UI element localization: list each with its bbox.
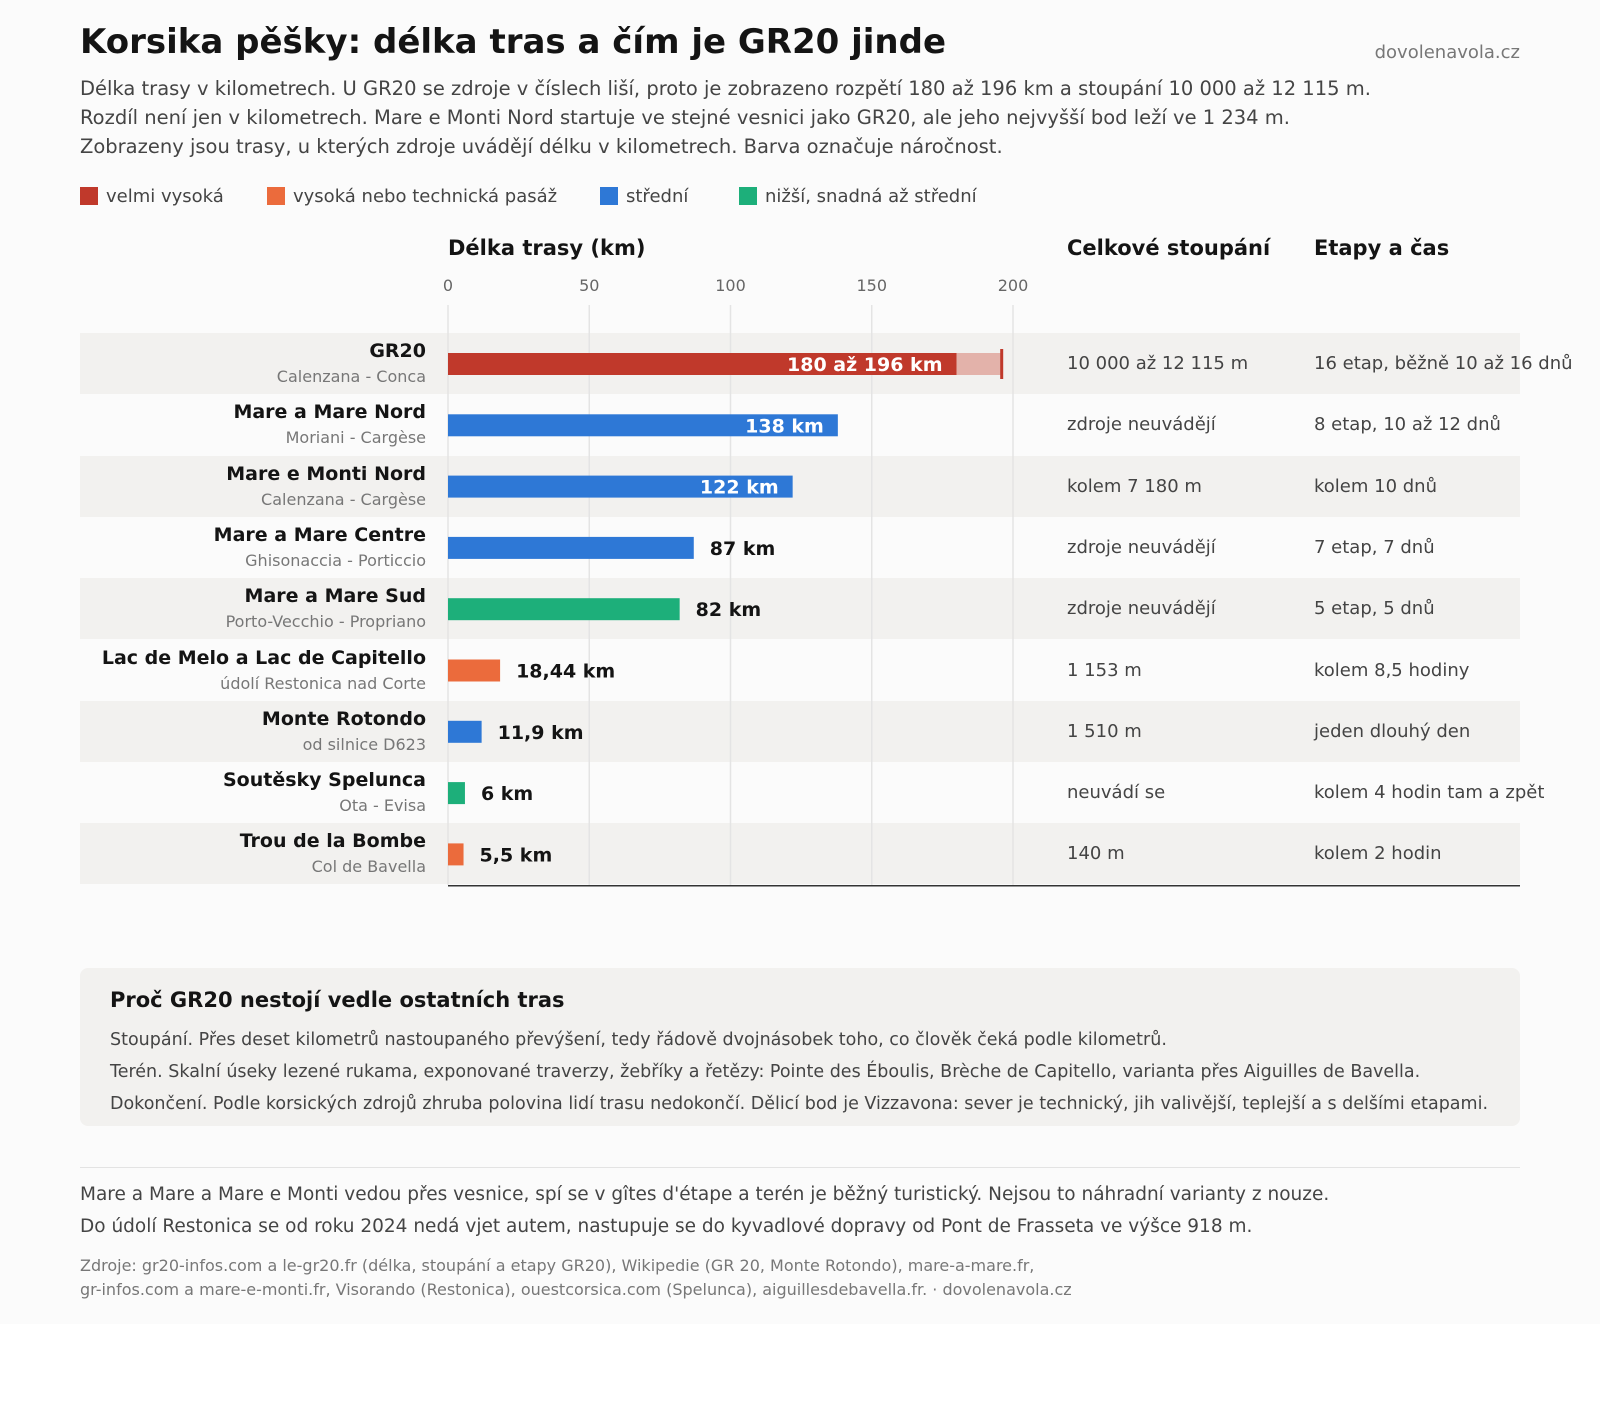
bar xyxy=(448,598,680,621)
bar xyxy=(448,414,838,437)
x-tick-label: 50 xyxy=(579,276,600,295)
row-route: Col de Bavella xyxy=(311,857,426,877)
bar-value-label: 87 km xyxy=(710,538,776,560)
table-row xyxy=(80,578,1520,640)
row-route: Moriani - Cargèse xyxy=(285,428,426,448)
bar-value-label: 138 km xyxy=(745,415,824,437)
legend-swatch xyxy=(600,187,618,205)
row-name: Soutěsky Spelunca xyxy=(223,769,426,792)
table-row xyxy=(80,823,1520,885)
legend-swatch xyxy=(80,187,98,205)
row-name: Trou de la Bombe xyxy=(239,830,426,853)
info-box-line-2: Terén. Skalní úseky lezené rukama, expon… xyxy=(110,1062,1421,1082)
row-climb: zdroje neuvádějí xyxy=(1067,598,1216,620)
site-name: dovolenavola.cz xyxy=(1374,42,1520,63)
bar-chart: 180 až 196 km 138 km 122 km 87 km 82 km 18,44… xyxy=(447,305,1520,887)
divider xyxy=(80,1167,1520,1168)
row-route: od silnice D623 xyxy=(302,734,426,754)
row-climb: 1 153 m xyxy=(1067,659,1142,681)
bar-value-label: 18,44 km xyxy=(516,661,615,683)
bar xyxy=(448,782,465,805)
bar-value-label: 6 km xyxy=(481,783,533,805)
bar-value-label: 11,9 km xyxy=(498,722,584,744)
legend-swatch xyxy=(267,187,285,205)
row-stages: kolem 8,5 hodiny xyxy=(1314,659,1470,681)
sources-line-1: Zdroje: gr20-infos.com a le-gr20.fr (dél… xyxy=(80,1256,1035,1275)
column-header-climb: Celkové stoupání xyxy=(1067,236,1271,260)
row-route: Ghisonaccia - Porticcio xyxy=(245,550,426,570)
row-stages: 7 etap, 7 dnů xyxy=(1314,536,1435,558)
row-stages: 16 etap, běžně 10 až 16 dnů xyxy=(1314,353,1573,374)
info-box-line-1: Stoupání. Přes deset kilometrů nastoupan… xyxy=(110,1030,1167,1050)
x-tick-label: 200 xyxy=(997,276,1029,295)
legend-item: velmi vysoká xyxy=(80,186,224,207)
bar-value-label: 82 km xyxy=(696,599,762,621)
table-row xyxy=(80,700,1520,762)
row-stages: kolem 2 hodin xyxy=(1314,843,1442,865)
bar-range xyxy=(956,353,1002,375)
row-name: Lac de Melo a Lac de Capitello xyxy=(101,646,426,669)
column-header-length: Délka trasy (km) xyxy=(448,236,646,260)
table-row xyxy=(80,762,1520,824)
subtitle-line-2: Rozdíl není jen v kilometrech. Mare e Mo… xyxy=(80,106,1290,129)
row-climb: zdroje neuvádějí xyxy=(1067,414,1216,436)
legend-item: střední xyxy=(600,186,688,207)
bar-value-label: 5,5 km xyxy=(480,844,553,866)
row-stages: kolem 4 hodin tam a zpět xyxy=(1314,782,1545,804)
row-route: Calenzana - Conca xyxy=(276,367,426,386)
sources-line-2: gr-infos.com a mare-e-monti.fr, Visorand… xyxy=(80,1280,1072,1299)
info-box xyxy=(80,968,1520,1126)
row-stages: 5 etap, 5 dnů xyxy=(1314,598,1435,620)
table-row xyxy=(80,455,1520,517)
row-climb: 140 m xyxy=(1067,843,1125,865)
column-header-stages: Etapy a čas xyxy=(1314,236,1450,260)
row-route: údolí Restonica nad Corte xyxy=(220,673,426,693)
row-name: Mare a Mare Nord xyxy=(233,401,426,424)
bar xyxy=(448,720,482,743)
table-row xyxy=(80,516,1520,578)
row-climb: zdroje neuvádějí xyxy=(1067,536,1216,558)
bar xyxy=(448,353,957,375)
row-climb: 1 510 m xyxy=(1067,720,1142,742)
bar xyxy=(448,536,694,559)
x-tick-label: 0 xyxy=(442,276,454,295)
note-line-2: Do údolí Restonica se od roku 2024 nedá … xyxy=(80,1216,1253,1237)
legend-item: nižší, snadná až střední xyxy=(739,186,977,207)
legend-swatch xyxy=(739,187,757,205)
legend-label: velmi vysoká xyxy=(106,186,224,207)
info-box-title: Proč GR20 nestojí vedle ostatních tras xyxy=(110,988,565,1012)
subtitle-line-3: Zobrazeny jsou trasy, u kterých zdroje u… xyxy=(80,135,1003,158)
legend-label: střední xyxy=(626,186,689,207)
row-climb: kolem 7 180 m xyxy=(1067,475,1202,497)
note-line-1: Mare a Mare a Mare e Monti vedou přes ve… xyxy=(80,1184,1330,1205)
row-stages: jeden dlouhý den xyxy=(1314,720,1471,742)
legend-label: vysoká nebo technická pasáž xyxy=(293,186,558,207)
row-stages: kolem 10 dnů xyxy=(1314,475,1437,497)
row-name: Mare e Monti Nord xyxy=(226,462,426,485)
bar xyxy=(448,843,464,866)
row-name: GR20 xyxy=(369,340,426,362)
chart-canvas: Korsika pěšky: délka tras a čím je GR20 … xyxy=(80,22,1573,1299)
row-name: Mare a Mare Sud xyxy=(244,585,426,608)
legend-label: nižší, snadná až střední xyxy=(765,186,977,207)
page-title: Korsika pěšky: délka tras a čím je GR20 … xyxy=(80,22,947,62)
x-tick-label: 100 xyxy=(715,276,746,295)
row-stages: 8 etap, 10 až 12 dnů xyxy=(1314,414,1501,436)
table-row xyxy=(80,639,1520,701)
bar-value-label: 180 až 196 km xyxy=(787,354,942,376)
row-climb: 10 000 až 12 115 m xyxy=(1067,353,1249,374)
row-route: Calenzana - Cargèse xyxy=(261,489,426,509)
bar xyxy=(448,475,793,498)
subtitle-line-1: Délka trasy v kilometrech. U GR20 se zdr… xyxy=(80,77,1371,100)
info-box-line-3: Dokončení. Podle korsických zdrojů zhrub… xyxy=(110,1094,1489,1114)
row-climb: neuvádí se xyxy=(1067,782,1166,804)
bar-value-label: 122 km xyxy=(700,477,779,499)
x-tick-label: 150 xyxy=(856,276,888,295)
bar xyxy=(448,659,501,682)
legend-item: vysoká nebo technická pasáž xyxy=(267,186,557,207)
row-route: Porto-Vecchio - Propriano xyxy=(225,612,426,632)
row-route: Ota - Evisa xyxy=(339,796,426,816)
row-name: Monte Rotondo xyxy=(261,707,426,730)
row-name: Mare a Mare Centre xyxy=(213,523,426,546)
